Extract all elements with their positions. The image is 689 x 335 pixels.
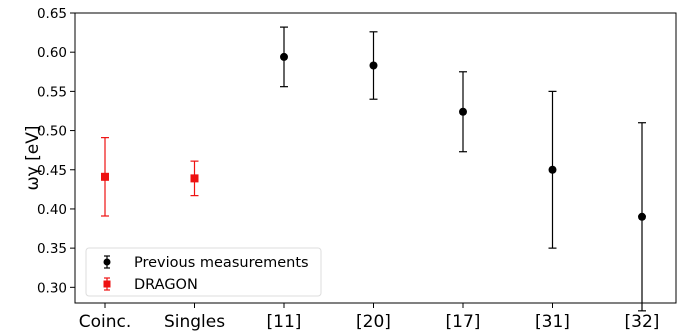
error-bar-point	[459, 71, 467, 153]
x-tick-label: [11]	[267, 312, 302, 332]
data-point-square	[190, 174, 199, 183]
legend-marker-circle	[103, 258, 111, 266]
data-point-circle	[548, 165, 557, 174]
y-tick-label: 0.65	[37, 6, 67, 22]
error-bar-point	[638, 122, 646, 312]
data-point-square	[101, 172, 109, 181]
x-tick-label: [31]	[535, 312, 570, 332]
legend-entry: Previous measurements	[103, 255, 309, 271]
plot-area-frame	[74, 12, 677, 304]
y-axis: 0.30 0.35 0.40 0.45 0.50 0.55 0.60 0.65	[37, 6, 75, 296]
legend-box	[85, 247, 322, 297]
x-tick-label: [17]	[446, 312, 481, 332]
x-tick-label: Singles	[164, 312, 225, 332]
y-tick-label: 0.30	[37, 280, 67, 296]
error-bar-point	[190, 160, 199, 197]
y-tick-label: 0.45	[37, 163, 67, 179]
data-point-circle	[369, 61, 378, 70]
data-point-circle	[638, 212, 646, 221]
error-bar-point	[280, 26, 288, 88]
y-tick-label: 0.60	[37, 45, 67, 61]
legend: Previous measurements DRAGON	[85, 247, 322, 297]
error-bar-point	[369, 31, 378, 100]
data-point-circle	[280, 52, 288, 61]
data-point-circle	[459, 107, 467, 116]
legend-label: DRAGON	[134, 277, 198, 293]
x-tick-label: [20]	[356, 312, 391, 332]
x-axis: Coinc. Singles [11] [20] [17] [31] [32]	[79, 303, 660, 332]
x-tick-label: [32]	[625, 312, 660, 332]
error-bar-point	[101, 137, 109, 217]
y-tick-label: 0.55	[37, 84, 67, 100]
error-bar-point	[548, 90, 557, 249]
data-marks	[101, 26, 646, 312]
legend-label: Previous measurements	[134, 255, 309, 271]
y-tick-label: 0.35	[37, 241, 67, 257]
legend-entry: DRAGON	[103, 277, 198, 293]
y-axis-label: ωγ [eV]	[23, 125, 43, 190]
legend-marker-square	[103, 280, 111, 288]
y-tick-label: 0.50	[37, 124, 67, 140]
x-tick-label: Coinc.	[79, 312, 132, 332]
y-tick-label: 0.40	[37, 202, 67, 218]
